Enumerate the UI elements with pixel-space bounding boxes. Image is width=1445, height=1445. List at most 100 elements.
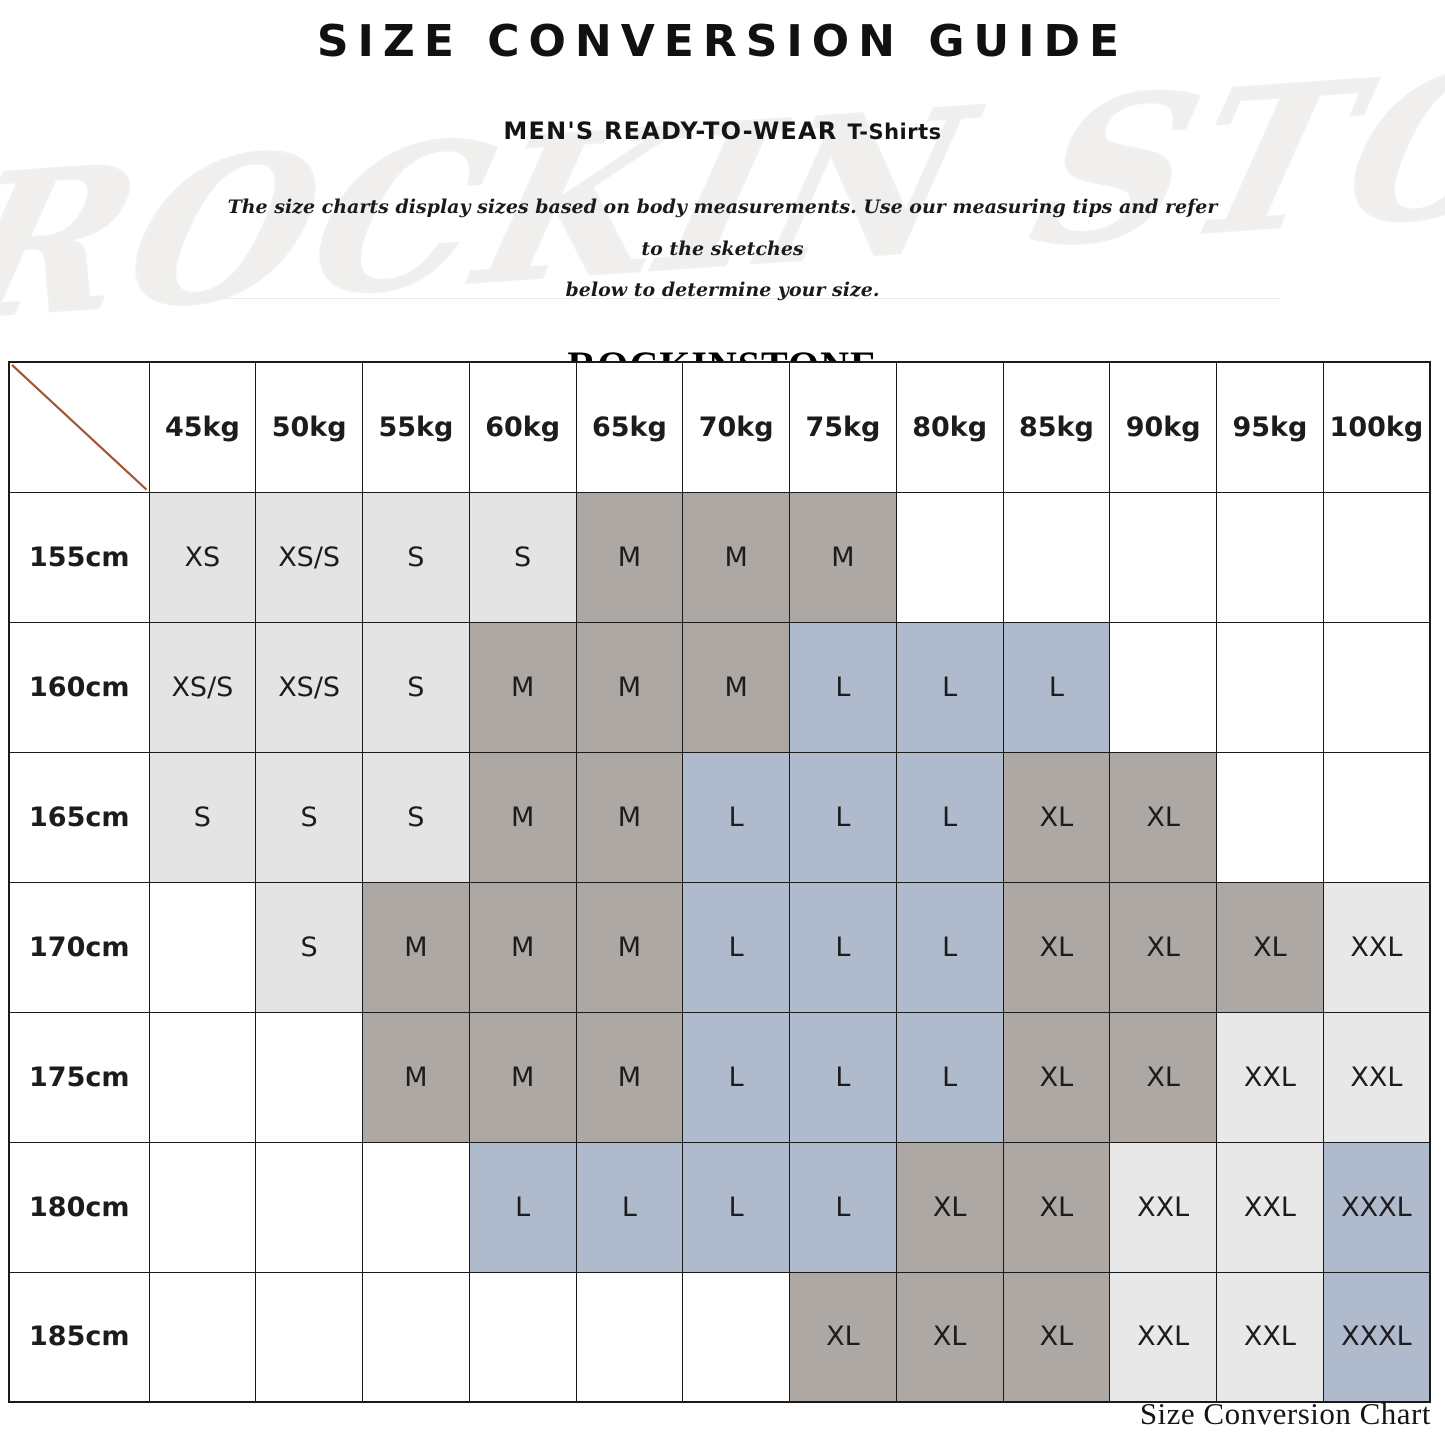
size-cell [255, 1141, 363, 1273]
size-cell [255, 1011, 363, 1143]
size-cell: L [895, 751, 1004, 883]
size-cell: XXL [1109, 1271, 1217, 1403]
subtitle-category: MEN'S READY-TO-WEAR [503, 116, 838, 145]
size-cell: S [362, 621, 470, 753]
column-header-weight: 65kg [575, 361, 684, 493]
size-cell [1109, 491, 1217, 623]
size-cell: XL [1109, 881, 1217, 1013]
page-title: SIZE CONVERSION GUIDE [316, 16, 1129, 67]
column-header-weight: 75kg [789, 361, 897, 493]
row-header-height: 165cm [8, 751, 150, 883]
size-cell: S [362, 751, 470, 883]
size-cell: XL [895, 1141, 1004, 1273]
size-cell: L [789, 621, 897, 753]
table-header-row: 45kg 50kg 55kg 60kg 65kg 70kg 75kg 80kg 85kg 90kg… [8, 361, 1431, 493]
size-cell: XL [1002, 1141, 1111, 1273]
size-cell [1216, 491, 1324, 623]
size-cell: XXXL [1322, 1141, 1431, 1273]
size-cell [362, 1271, 470, 1403]
size-cell: L [789, 1141, 897, 1273]
size-cell: M [575, 1011, 684, 1143]
table-row: 165cm S S S M M L L L XL XL [8, 751, 1431, 883]
column-header-weight: 85kg [1002, 361, 1111, 493]
size-cell [362, 1141, 470, 1273]
table-row: 175cm M M M L L L XL XL XXL XXL [8, 1011, 1431, 1143]
size-cell: S [362, 491, 470, 623]
size-cell [1322, 621, 1431, 753]
diagonal-divider-icon [11, 364, 148, 491]
row-header-height: 185cm [8, 1271, 150, 1403]
column-header-weight: 90kg [1109, 361, 1217, 493]
column-header-weight: 45kg [148, 361, 257, 493]
size-cell: L [682, 1011, 790, 1143]
column-header-weight: 95kg [1216, 361, 1324, 493]
size-cell: M [575, 751, 684, 883]
size-cell: M [789, 491, 897, 623]
size-cell: M [575, 881, 684, 1013]
description-text: The size charts display sizes based on b… [218, 187, 1228, 312]
size-cell: XS/S [148, 621, 257, 753]
size-cell: XXL [1216, 1141, 1324, 1273]
size-cell [468, 1271, 577, 1403]
table-row: 155cm XS XS/S S S M M M [8, 491, 1431, 623]
size-cell: XXL [1216, 1011, 1324, 1143]
size-cell: XL [1002, 881, 1111, 1013]
size-cell: L [1002, 621, 1111, 753]
table-row: 170cm S M M M L L L XL XL XL XXL [8, 881, 1431, 1013]
size-cell: XXL [1322, 1011, 1431, 1143]
table-row: 180cm L L L L XL XL XXL XXL XXXL [8, 1141, 1431, 1273]
size-cell: XXL [1216, 1271, 1324, 1403]
table-corner-cell [8, 361, 150, 493]
description-line-1: The size charts display sizes based on b… [227, 195, 1218, 260]
size-cell [148, 1271, 257, 1403]
size-cell: XL [1002, 751, 1111, 883]
size-cell: XXXL [1322, 1271, 1431, 1403]
size-cell: M [575, 621, 684, 753]
size-cell: M [468, 1011, 577, 1143]
size-cell: XS [148, 491, 257, 623]
size-cell [148, 1011, 257, 1143]
column-header-weight: 60kg [468, 361, 577, 493]
size-chart-container: 45kg 50kg 55kg 60kg 65kg 70kg 75kg 80kg 85kg 90kg… [8, 361, 1431, 1403]
row-header-height: 175cm [8, 1011, 150, 1143]
size-cell: L [895, 881, 1004, 1013]
row-header-height: 170cm [8, 881, 150, 1013]
size-cell: M [682, 491, 790, 623]
size-cell [255, 1271, 363, 1403]
table-row: 160cm XS/S XS/S S M M M L L L [8, 621, 1431, 753]
size-cell: M [362, 881, 470, 1013]
size-cell: L [789, 751, 897, 883]
size-cell: L [895, 621, 1004, 753]
size-conversion-table: 45kg 50kg 55kg 60kg 65kg 70kg 75kg 80kg 85kg 90kg… [8, 361, 1431, 1403]
size-cell [895, 491, 1004, 623]
size-cell: XL [1002, 1271, 1111, 1403]
size-cell: M [468, 621, 577, 753]
size-cell: L [789, 1011, 897, 1143]
size-cell [1322, 491, 1431, 623]
size-cell: L [575, 1141, 684, 1273]
size-cell: S [148, 751, 257, 883]
size-cell: L [682, 1141, 790, 1273]
subtitle-row: MEN'S READY-TO-WEAR T-Shirts [0, 117, 1445, 145]
size-cell: L [682, 881, 790, 1013]
size-cell: XS/S [255, 491, 363, 623]
size-cell: XL [789, 1271, 897, 1403]
size-cell [682, 1271, 790, 1403]
size-cell: XXL [1109, 1141, 1217, 1273]
size-cell: M [468, 881, 577, 1013]
size-cell [1216, 621, 1324, 753]
size-cell [575, 1271, 684, 1403]
column-header-weight: 50kg [255, 361, 363, 493]
size-cell: M [362, 1011, 470, 1143]
size-cell [1002, 491, 1111, 623]
size-cell: XS/S [255, 621, 363, 753]
chart-caption: Size Conversion Chart [1139, 1396, 1431, 1431]
document-header: SIZE CONVERSION GUIDE MEN'S READY-TO-WEA… [0, 0, 1445, 389]
column-header-weight: 100kg [1322, 361, 1431, 493]
size-cell: S [255, 881, 363, 1013]
size-cell: XL [1109, 751, 1217, 883]
column-header-weight: 80kg [895, 361, 1004, 493]
size-cell: M [468, 751, 577, 883]
size-cell [1216, 751, 1324, 883]
size-cell: XL [895, 1271, 1004, 1403]
